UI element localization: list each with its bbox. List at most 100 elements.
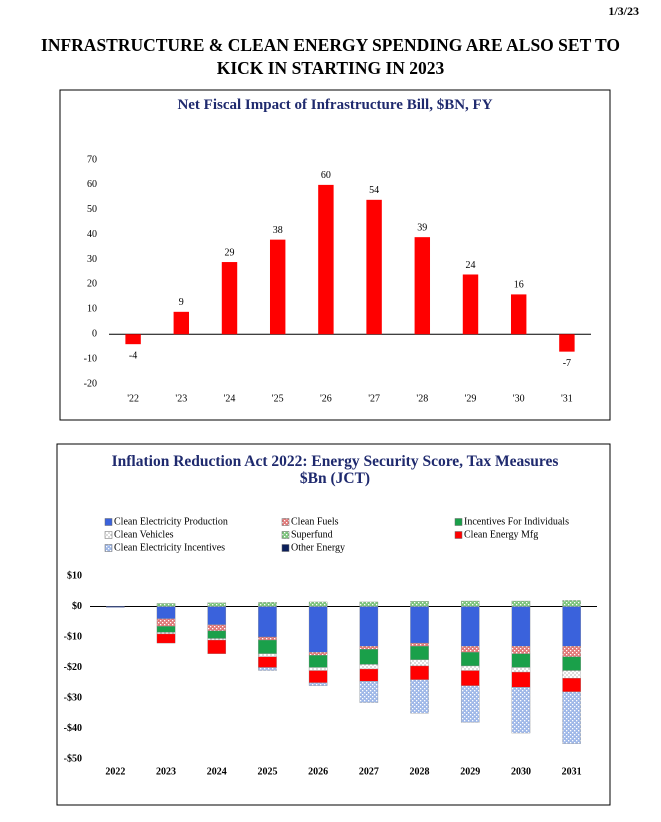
data-label: 9: [179, 297, 184, 308]
x-tick-label: 2026: [308, 766, 328, 777]
y-tick-label: -$10: [64, 631, 82, 642]
bar-segment: [308, 667, 328, 671]
data-label: 29: [225, 247, 235, 258]
x-tick-label: 2028: [410, 766, 430, 777]
bar-segment: [460, 646, 480, 653]
data-label: 38: [273, 225, 283, 236]
page-title: INFRASTRUCTURE & CLEAN ENERGY SPENDING A…: [41, 35, 620, 78]
bar-segment: [258, 602, 277, 607]
bar-segment: [308, 682, 328, 686]
x-tick-label: 2023: [156, 766, 176, 777]
bar: [221, 262, 238, 335]
legend-label: Incentives For Individuals: [464, 516, 569, 527]
bar-segment: [410, 665, 429, 680]
legend-swatch: [281, 518, 290, 526]
legend-label: Clean Electricity Incentives: [114, 542, 225, 553]
x-tick-label: 2025: [257, 766, 277, 777]
bar-segment: [207, 602, 227, 607]
bar: [173, 311, 190, 335]
y-tick-label: -$30: [64, 692, 82, 703]
y-tick-label: 0: [92, 329, 97, 340]
legend-swatch: [281, 544, 290, 552]
y-tick-label: -$20: [64, 662, 82, 673]
data-label: 39: [417, 222, 427, 233]
x-tick-label: '23: [175, 393, 187, 404]
legend-label: Clean Fuels: [291, 516, 339, 527]
bar-segment: [308, 652, 328, 656]
bar: [125, 334, 141, 345]
bar-segment: [562, 691, 581, 744]
bar-segment: [460, 685, 480, 723]
y-tick-label: $10: [67, 570, 82, 581]
data-label: 24: [466, 260, 476, 271]
bar-segment: [410, 601, 429, 607]
bar: [366, 199, 382, 335]
bar: [510, 294, 527, 335]
x-tick-label: '26: [320, 393, 332, 404]
bar-segment: [359, 668, 379, 682]
bar: [269, 239, 286, 335]
data-label: 16: [514, 280, 524, 291]
bar-segment: [156, 603, 176, 607]
bar-segment: [106, 606, 125, 608]
bar-segment: [562, 646, 581, 657]
bar-segment: [511, 646, 531, 654]
bar-segment: [207, 606, 227, 625]
x-tick-label: '31: [561, 393, 573, 404]
data-label: 54: [369, 185, 379, 196]
data-label: -7: [563, 358, 571, 369]
x-tick-label: '29: [465, 393, 477, 404]
y-tick-label: 20: [87, 279, 97, 290]
bar: [462, 274, 479, 335]
x-tick-label: 2024: [207, 766, 227, 777]
bar: [559, 334, 575, 352]
bar-segment: [359, 681, 379, 703]
bar-segment: [207, 638, 227, 641]
bar-segment: [410, 646, 429, 661]
bar-segment: [207, 630, 227, 639]
x-tick-label: '28: [416, 393, 428, 404]
bar-segment: [156, 626, 176, 633]
legend-swatch: [104, 518, 113, 526]
bar-segment: [207, 624, 227, 632]
bar-segment: [359, 664, 379, 670]
x-tick-label: 2030: [511, 766, 531, 777]
bar-segment: [308, 601, 328, 607]
bar-segment: [511, 606, 531, 647]
y-tick-label: 40: [87, 229, 97, 240]
legend-label: Other Energy: [291, 542, 345, 553]
legend-swatch: [454, 518, 463, 526]
bar-segment: [460, 600, 480, 607]
bar-segment: [258, 606, 277, 638]
bar-segment: [308, 670, 328, 683]
bar-segment: [359, 606, 379, 647]
bar-segment: [410, 659, 429, 667]
bar-segment: [511, 667, 531, 673]
x-tick-label: 2027: [359, 766, 379, 777]
bar-segment: [511, 671, 531, 688]
legend-swatch: [454, 531, 463, 539]
bar-segment: [511, 653, 531, 668]
bar-segment: [511, 687, 531, 734]
bar-segment: [156, 606, 176, 619]
y-tick-label: -20: [84, 378, 97, 389]
x-tick-label: '22: [127, 393, 139, 404]
bar-segment: [359, 601, 379, 607]
bar-segment: [562, 678, 581, 693]
legend-label: Superfund: [291, 529, 333, 540]
bar-segment: [410, 679, 429, 714]
legend-label: Clean Vehicles: [114, 529, 174, 540]
bar: [318, 184, 334, 335]
bar-segment: [410, 606, 429, 644]
bar-segment: [410, 642, 429, 647]
bar: [414, 237, 431, 335]
chart-title: Inflation Reduction Act 2022: Energy Sec…: [111, 453, 559, 487]
bar-segment: [207, 639, 227, 654]
bar-segment: [258, 653, 277, 657]
bar-segment: [156, 618, 176, 627]
y-tick-label: 70: [87, 154, 97, 165]
data-label: -4: [129, 350, 137, 361]
bar-segment: [562, 600, 581, 607]
